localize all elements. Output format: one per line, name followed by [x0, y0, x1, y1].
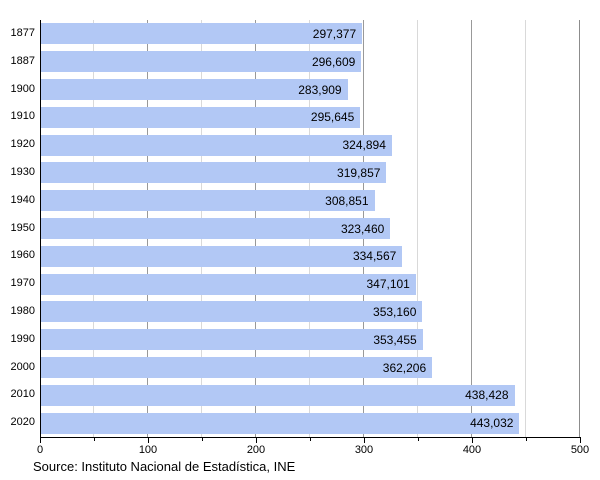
y-tick-label-1920: 1920	[10, 138, 35, 151]
bar-1970: 347,101	[41, 273, 416, 295]
bar-value-label: 347,101	[366, 277, 410, 292]
x-tick-label-300: 300	[354, 444, 374, 456]
bar-value-label: 323,460	[340, 221, 385, 236]
x-tick-450	[526, 438, 527, 441]
bar-1960: 334,567	[41, 245, 403, 267]
y-tick-label-1990: 1990	[10, 332, 35, 345]
bar-2000: 362,206	[41, 357, 433, 378]
bar-1887: 296,609	[41, 51, 362, 73]
x-tick-350	[418, 438, 419, 441]
y-axis-labels: 1877 1887 1900 1910 1920 1930 1940 1950 1960 1970…	[0, 20, 35, 437]
bar-1950: 323,460	[41, 218, 391, 239]
bar-1877: 297,377	[41, 23, 363, 45]
bar-value-label: 283,909	[298, 82, 342, 97]
bar-value-label: 297,377	[312, 26, 357, 41]
x-tick-label-0: 0	[36, 444, 44, 456]
y-tick-label-1970: 1970	[10, 277, 35, 290]
x-tick-label-200: 200	[246, 444, 266, 456]
x-tick-100	[148, 438, 149, 443]
source-caption: Source: Instituto Nacional de Estadístic…	[33, 459, 296, 474]
y-tick-label-1960: 1960	[10, 249, 35, 262]
bar-value-label: 308,851	[325, 193, 369, 208]
y-tick-label-1877: 1877	[10, 27, 35, 39]
y-tick-label-1940: 1940	[10, 193, 35, 206]
y-tick-label-1950: 1950	[10, 221, 35, 234]
x-tick-200	[256, 438, 257, 443]
bar-1910: 295,645	[41, 106, 361, 128]
gridline-x-450	[525, 20, 526, 437]
bar-value-label: 296,609	[311, 54, 356, 69]
y-tick-label-2000: 2000	[10, 360, 35, 373]
bar-1900: 283,909	[41, 79, 348, 100]
x-tick-250	[310, 438, 311, 441]
x-tick-label-400: 400	[462, 444, 482, 456]
y-tick-label-1980: 1980	[10, 305, 35, 317]
x-tick-label-100: 100	[138, 444, 158, 456]
x-tick-400	[472, 438, 473, 443]
y-tick-label-2020: 2020	[10, 416, 35, 429]
bar-value-label: 324,894	[342, 138, 386, 153]
y-tick-label-1900: 1900	[10, 82, 35, 95]
x-tick-0	[40, 438, 41, 443]
bar-1940: 308,851	[41, 190, 375, 212]
gridline-x-350	[417, 20, 418, 437]
bar-2010: 438,428	[41, 384, 515, 406]
bar-value-label: 438,428	[465, 388, 509, 403]
bar-value-label: 319,857	[337, 165, 381, 180]
bar-value-label: 295,645	[310, 110, 355, 125]
x-tick-150	[202, 438, 203, 441]
y-axis-line	[40, 20, 41, 438]
bar-value-label: 353,160	[373, 304, 417, 319]
bar-1920: 324,894	[41, 134, 392, 156]
plot-right-border	[579, 20, 580, 437]
y-tick-label-1887: 1887	[10, 54, 35, 67]
plot-area: 297,377 296,609 283,909 295,645 324,894 319,8…	[40, 20, 580, 437]
y-tick-label-1910: 1910	[10, 110, 35, 123]
x-tick-50	[94, 438, 95, 441]
bar-1990: 353,455	[41, 329, 423, 351]
bar-value-label: 353,455	[373, 332, 417, 347]
bar-1980: 353,160	[41, 301, 423, 323]
bar-1930: 319,857	[41, 162, 387, 184]
bar-value-label: 362,206	[382, 360, 427, 375]
bar-value-label: 334,567	[352, 249, 397, 264]
x-tick-300	[364, 438, 365, 443]
y-tick-label-2010: 2010	[10, 388, 35, 401]
gridline-x-400	[471, 20, 472, 437]
x-axis-line	[40, 437, 581, 438]
x-tick-500	[580, 438, 581, 443]
y-tick-label-1930: 1930	[10, 166, 35, 178]
bar-2020: 443,032	[41, 412, 520, 434]
bar-value-label: 443,032	[470, 416, 514, 431]
x-tick-label-500: 500	[570, 444, 590, 456]
